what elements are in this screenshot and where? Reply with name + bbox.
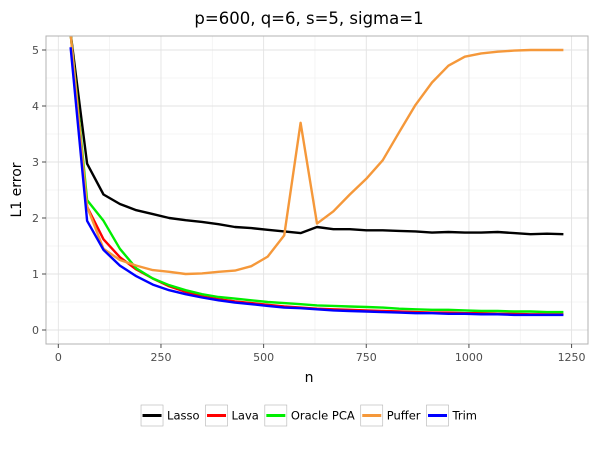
y-tick-label: 2 (32, 212, 39, 225)
legend: Lasso Lava Oracle PCA Puffer Trim (140, 404, 477, 427)
legend-label: Lava (232, 409, 259, 423)
series-line-trim (69, 47, 564, 317)
legend-label: Oracle PCA (291, 409, 355, 423)
y-tick-label: 0 (32, 324, 39, 337)
legend-item-trim: Trim (426, 404, 477, 427)
x-tick-label: 1250 (558, 351, 586, 364)
series-line-puffer (69, 36, 564, 276)
y-tick-label: 4 (32, 100, 39, 113)
legend-item-oracle-pca: Oracle PCA (264, 404, 355, 427)
series-line-oracle-pca (69, 36, 564, 314)
plot-border (45, 35, 589, 345)
x-tick-label: 0 (55, 351, 62, 364)
y-tick-label: 5 (32, 44, 39, 57)
series-line-lasso (69, 36, 564, 236)
x-axis-title: n (305, 370, 314, 386)
legend-label: Puffer (387, 409, 421, 423)
y-axis-title: L1 error (9, 162, 25, 217)
x-axis: 0 250 500 750 1000 1250 (55, 344, 586, 364)
x-tick-label: 750 (356, 351, 377, 364)
legend-item-lasso: Lasso (140, 404, 200, 427)
grid-minor (46, 36, 588, 344)
x-tick-label: 250 (150, 351, 171, 364)
legend-item-lava: Lava (205, 404, 259, 427)
series-lines (69, 36, 564, 317)
plot-area (45, 35, 589, 345)
x-tick-label: 1000 (455, 351, 483, 364)
x-tick-label: 500 (253, 351, 274, 364)
chart-title: p=600, q=6, s=5, sigma=1 (194, 9, 423, 28)
legend-item-puffer: Puffer (360, 404, 421, 427)
y-tick-label: 1 (32, 268, 39, 281)
y-tick-label: 3 (32, 156, 39, 169)
legend-label: Lasso (167, 409, 199, 423)
y-axis: 0 1 2 3 4 5 (32, 44, 46, 337)
legend-label: Trim (452, 409, 477, 423)
